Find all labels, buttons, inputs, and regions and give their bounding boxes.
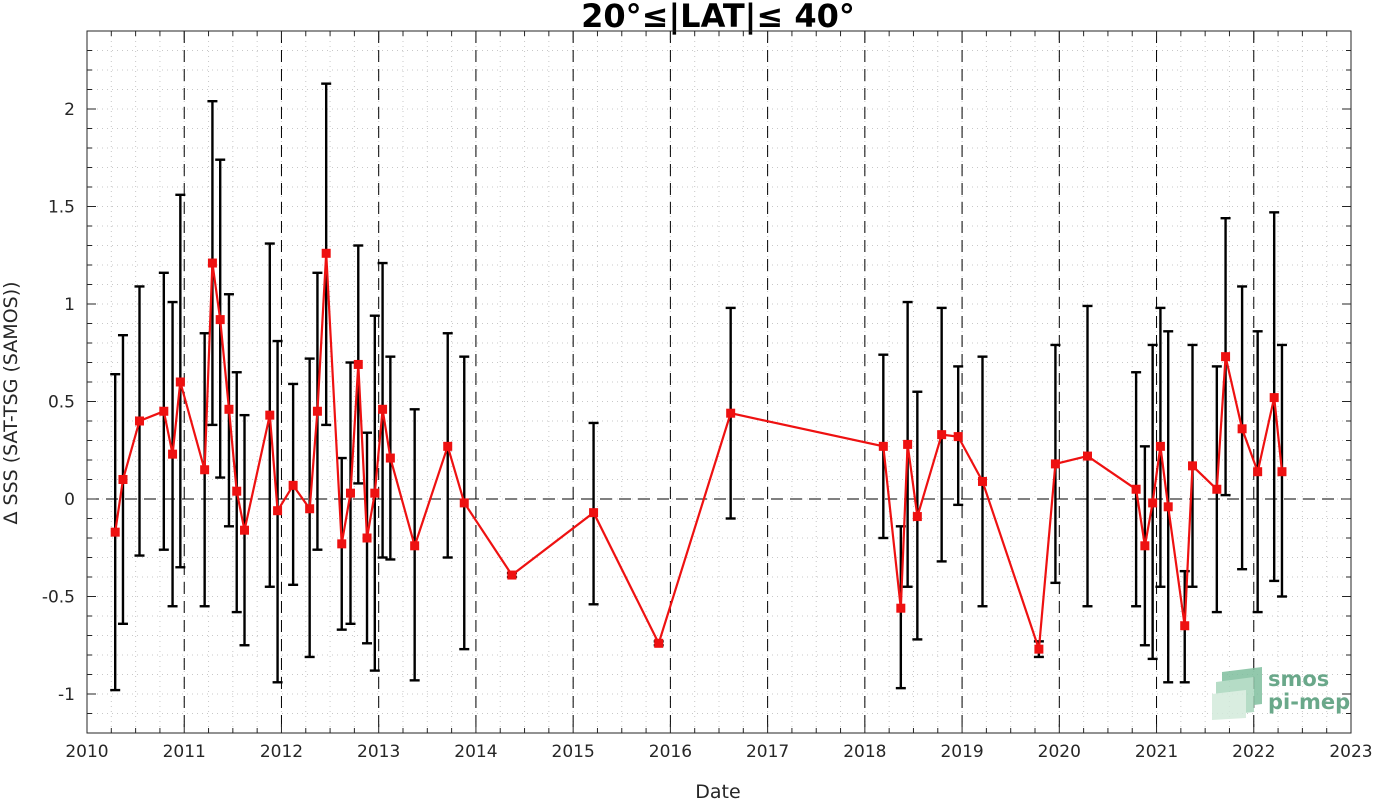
data-point-marker: [288, 480, 298, 490]
data-point-marker: [726, 408, 736, 418]
x-tick-label: 2012: [260, 742, 303, 762]
data-point-marker: [175, 377, 185, 387]
axis-ticks: [86, 30, 1352, 734]
x-tick-label: 2015: [552, 742, 595, 762]
data-point-marker: [321, 248, 331, 258]
data-point-marker: [1277, 467, 1287, 477]
data-point-marker: [265, 410, 275, 420]
data-point-marker: [1253, 467, 1263, 477]
y-tick-label: 0.5: [48, 393, 75, 413]
data-point-marker: [135, 416, 145, 426]
data-point-marker: [589, 508, 599, 518]
data-point-marker: [215, 315, 225, 325]
x-tick-label: 2014: [454, 742, 497, 762]
error-bars: [110, 82, 1287, 692]
data-point-marker: [937, 430, 947, 440]
data-point-marker: [443, 441, 453, 451]
data-point-marker: [1083, 451, 1093, 461]
data-point-marker: [953, 432, 963, 442]
x-tick-label: 2022: [1232, 742, 1275, 762]
x-tick-label: 2018: [843, 742, 886, 762]
y-tick-labels: -1 -0.5 0 0.5 1 1.5 2: [42, 100, 75, 705]
x-tick-label: 2016: [649, 742, 692, 762]
x-tick-label: 2013: [357, 742, 400, 762]
x-tick-label: 2010: [65, 742, 108, 762]
data-point-marker: [410, 541, 420, 551]
data-point-marker: [1221, 352, 1231, 362]
data-point-marker: [224, 404, 234, 414]
x-axis-label: Date: [695, 781, 740, 801]
series-markers: [110, 248, 1287, 654]
data-point-marker: [240, 525, 250, 535]
y-tick-label: 1.5: [48, 198, 75, 218]
series-line: [114, 253, 1284, 650]
x-tick-label: 2017: [746, 742, 789, 762]
data-point-marker: [273, 506, 283, 516]
logo-icon: [1212, 667, 1262, 720]
data-point-marker: [1269, 393, 1279, 403]
y-tick-label: 2: [64, 100, 75, 120]
reference-lines: [87, 31, 1351, 733]
logo-text-smos: smos: [1268, 667, 1329, 691]
y-tick-label: -1: [58, 685, 75, 705]
data-point-marker: [1034, 644, 1044, 654]
logo-text-pi-mep: pi-mep: [1268, 690, 1350, 714]
smos-pi-mep-logo: smos pi-mep: [1212, 667, 1350, 720]
data-point-marker: [1180, 621, 1190, 631]
chart-title: 20°≤|LAT|≤ 40°: [581, 0, 855, 36]
data-point-marker: [1212, 484, 1222, 494]
x-tick-label: 2019: [940, 742, 983, 762]
x-tick-label: 2020: [1038, 742, 1081, 762]
data-point-marker: [1237, 424, 1247, 434]
y-tick-label: 0: [64, 490, 75, 510]
data-point-marker: [977, 476, 987, 486]
data-point-marker: [1155, 441, 1165, 451]
data-point-marker: [1140, 541, 1150, 551]
data-point-marker: [168, 449, 178, 459]
data-point-marker: [345, 488, 355, 498]
data-point-marker: [200, 465, 210, 475]
data-point-marker: [312, 406, 322, 416]
y-tick-label: 1: [64, 295, 75, 315]
data-point-marker: [353, 359, 363, 369]
data-point-marker: [110, 527, 120, 537]
data-point-marker: [305, 504, 315, 514]
data-point-marker: [912, 512, 922, 522]
data-point-marker: [459, 498, 469, 508]
x-tick-label: 2011: [163, 742, 206, 762]
y-tick-label: -0.5: [42, 588, 75, 608]
data-point-marker: [1163, 502, 1173, 512]
data-point-marker: [903, 439, 913, 449]
data-point-marker: [896, 603, 906, 613]
x-tick-label: 2021: [1135, 742, 1178, 762]
data-point-marker: [207, 258, 217, 268]
data-point-marker: [370, 488, 380, 498]
x-tick-label: 2023: [1329, 742, 1372, 762]
data-point-marker: [1188, 461, 1198, 471]
x-tick-labels: 2010 2011 2012 2013 2014 2015 2016 2017 2018 2019…: [65, 742, 1372, 762]
data-point-marker: [878, 441, 888, 451]
data-point-marker: [232, 486, 242, 496]
data-point-marker: [654, 638, 664, 648]
data-point-marker: [1131, 484, 1141, 494]
data-point-marker: [159, 406, 169, 416]
data-point-marker: [1050, 459, 1060, 469]
y-axis-label: Δ SSS (SAT-TSG (SAMOS)): [0, 281, 22, 524]
data-point-marker: [385, 453, 395, 463]
data-point-marker: [118, 475, 128, 484]
data-point-marker: [1148, 498, 1158, 508]
data-point-marker: [337, 539, 347, 549]
data-point-marker: [362, 533, 372, 543]
data-point-marker: [507, 570, 517, 580]
data-point-marker: [378, 404, 388, 414]
